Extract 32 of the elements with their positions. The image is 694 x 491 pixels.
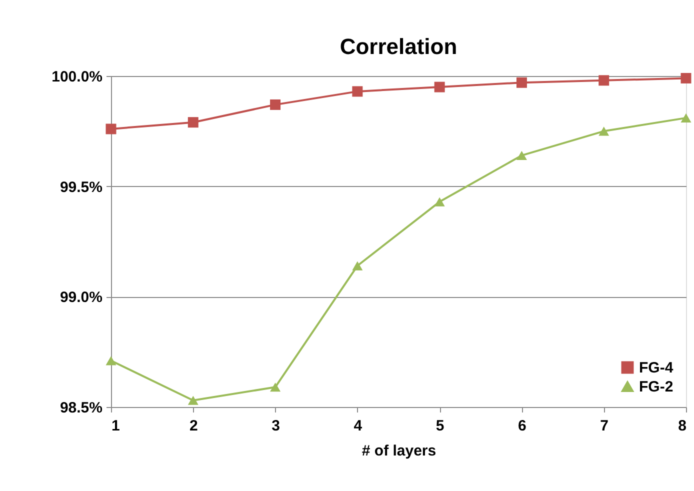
point bbox=[352, 261, 363, 270]
point bbox=[188, 396, 198, 405]
x-tick-label: 3 bbox=[272, 418, 280, 434]
point bbox=[516, 150, 527, 160]
point bbox=[680, 113, 692, 122]
point bbox=[352, 86, 363, 97]
x-tick-label: 4 bbox=[354, 418, 363, 434]
y-tick-label: 99.0% bbox=[60, 289, 102, 306]
point bbox=[106, 356, 116, 366]
x-tick-label: 7 bbox=[600, 418, 609, 434]
x-tick-label: 6 bbox=[518, 418, 526, 434]
point bbox=[106, 124, 116, 134]
x-tick-label: 2 bbox=[189, 418, 198, 434]
point bbox=[516, 77, 527, 88]
x-tick-label: 1 bbox=[112, 418, 120, 434]
point bbox=[680, 72, 692, 84]
chart-title: Correlation bbox=[340, 34, 458, 59]
point bbox=[270, 382, 281, 392]
point bbox=[598, 126, 610, 136]
y-tick-label: 99.5% bbox=[60, 178, 102, 196]
point bbox=[434, 82, 445, 92]
point bbox=[434, 197, 445, 206]
point bbox=[270, 99, 281, 110]
legend-label: FG-4 bbox=[639, 360, 674, 376]
y-tick-label: 100.0% bbox=[52, 68, 102, 86]
point bbox=[598, 75, 610, 86]
x-axis-title: # of layers bbox=[362, 442, 436, 460]
y-tick-label: 98.5% bbox=[60, 400, 102, 416]
x-tick-label: 8 bbox=[678, 418, 686, 434]
point bbox=[188, 117, 198, 128]
legend-label: FG-2 bbox=[639, 378, 674, 396]
x-tick-label: 5 bbox=[436, 418, 444, 434]
